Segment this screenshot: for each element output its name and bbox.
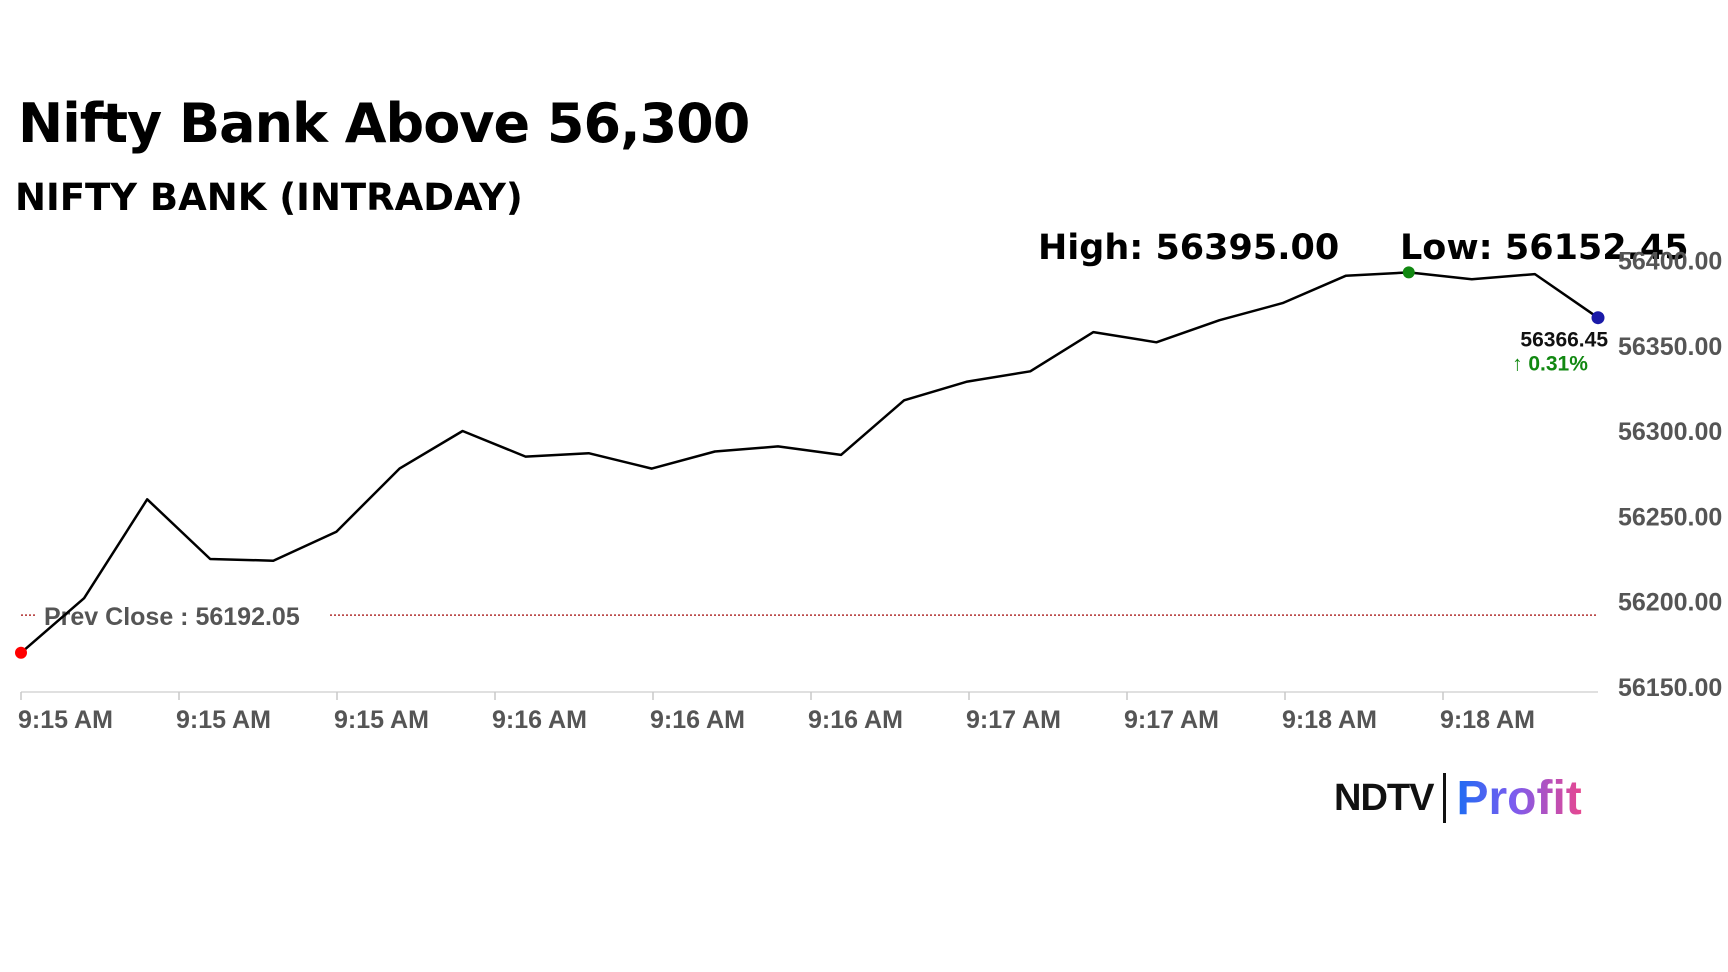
x-tick-label: 9:17 AM [1124,706,1219,734]
last-point-marker [1591,311,1605,325]
y-tick-label: 56250.00 [1618,503,1722,531]
high-point-marker [1402,266,1415,279]
x-tick-label: 9:16 AM [650,706,745,734]
chart-subtitle: NIFTY BANK (INTRADAY) [15,176,523,219]
x-tick-label: 9:15 AM [18,706,113,734]
logo-ndtv-text: NDTV [1334,776,1434,819]
x-tick-label: 9:15 AM [334,706,429,734]
y-tick-label: 56200.00 [1618,589,1722,617]
x-tick-label: 9:15 AM [176,706,271,734]
x-tick-label: 9:16 AM [492,706,587,734]
logo-divider [1443,773,1447,823]
change-percent-label: ↑ 0.31% [1512,353,1588,376]
x-tick-label: 9:18 AM [1440,706,1535,734]
y-tick-label: 56150.00 [1618,674,1722,702]
logo-profit-text: Profit [1456,771,1582,825]
x-tick-label: 9:17 AM [966,706,1061,734]
low-value-label: Low: 56152.45 [1400,228,1689,268]
y-tick-label: 56350.00 [1618,333,1722,361]
high-value-label: High: 56395.00 [1038,228,1340,268]
y-tick-label: 56400.00 [1618,247,1722,275]
x-tick-label: 9:16 AM [808,706,903,734]
page-title: Nifty Bank Above 56,300 [18,92,750,155]
x-tick-label: 9:18 AM [1282,706,1377,734]
prev-close-label: Prev Close : 56192.05 [44,603,300,631]
price-line [20,271,1599,654]
last-value-label: 56366.45 [1520,329,1608,352]
ndtv-profit-logo: NDTV Profit [1334,770,1582,826]
y-tick-label: 56300.00 [1618,418,1722,446]
start-point-marker [15,646,27,659]
